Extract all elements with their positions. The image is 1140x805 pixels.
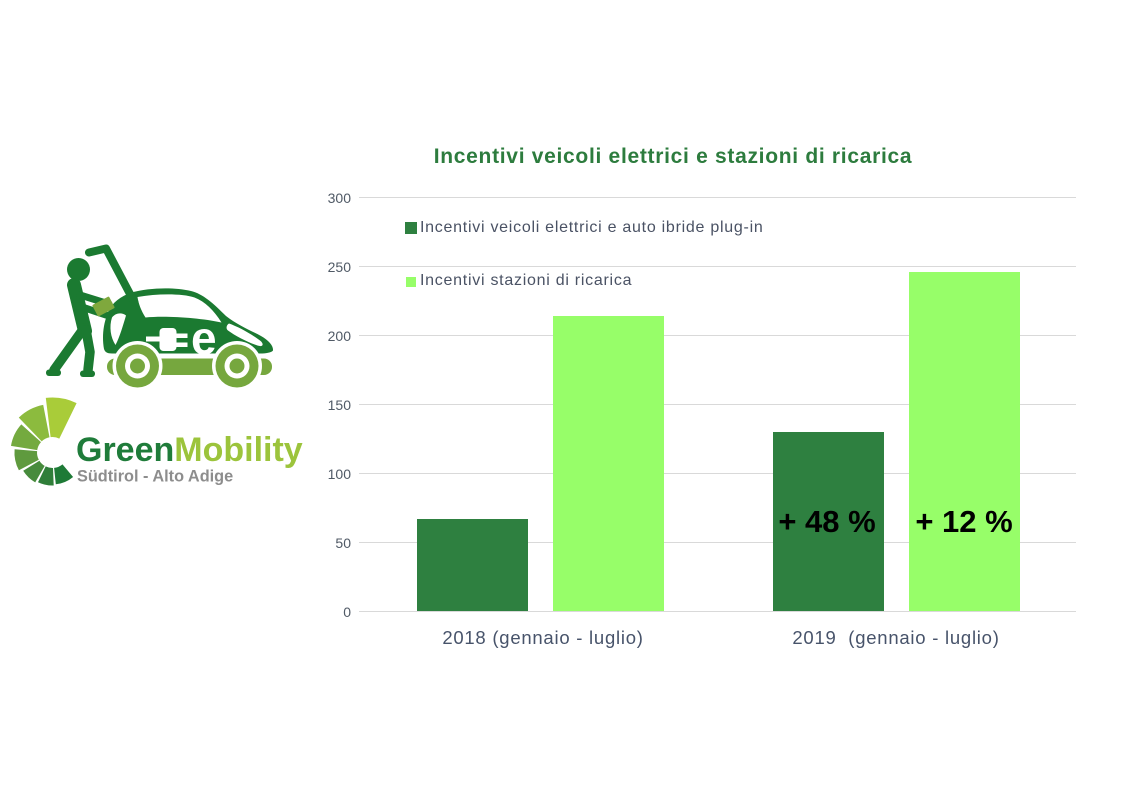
svg-text:GreenMobility: GreenMobility — [76, 431, 303, 469]
svg-text:Südtirol - Alto Adige: Südtirol - Alto Adige — [77, 468, 233, 486]
svg-text:e: e — [191, 312, 217, 364]
